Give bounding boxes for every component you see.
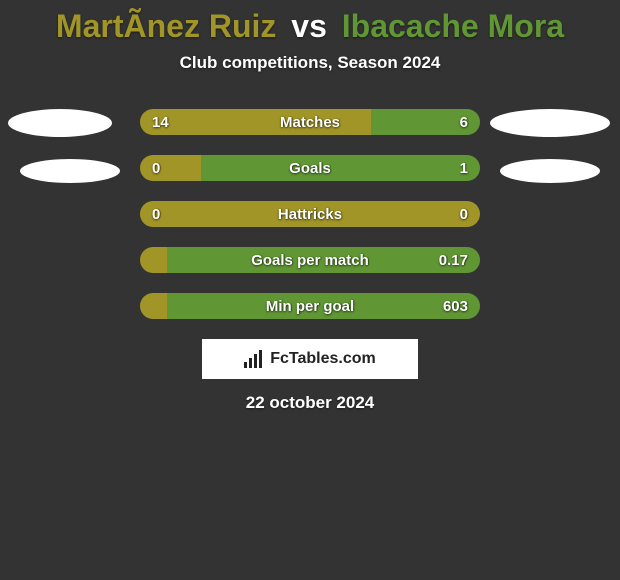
comparison-stage: 146Matches 01Goals 00Hattricks 0.17Goals pe…: [0, 109, 620, 413]
date-text: 22 october 2024: [0, 393, 620, 413]
stat-row: 0.17Goals per match: [140, 247, 480, 273]
stat-row: 00Hattricks: [140, 201, 480, 227]
badge-ellipse-top-left: [8, 109, 112, 137]
watermark-text: FcTables.com: [270, 350, 376, 368]
stat-rows: 146Matches 01Goals 00Hattricks 0.17Goals pe…: [140, 109, 480, 319]
badge-ellipse-bottom-left: [20, 159, 120, 183]
watermark: FcTables.com: [202, 339, 418, 379]
comparison-title: MartÃ­nez Ruiz vs Ibacache Mora: [0, 0, 620, 45]
stat-label: Matches: [140, 109, 480, 135]
bars-icon: [244, 350, 264, 368]
badge-ellipse-bottom-right: [500, 159, 600, 183]
stat-label: Goals per match: [140, 247, 480, 273]
stat-row: 146Matches: [140, 109, 480, 135]
subtitle: Club competitions, Season 2024: [0, 53, 620, 73]
badge-ellipse-top-right: [490, 109, 610, 137]
vs-text: vs: [291, 8, 327, 44]
player-right-name: Ibacache Mora: [342, 8, 564, 44]
stat-label: Hattricks: [140, 201, 480, 227]
stat-label: Min per goal: [140, 293, 480, 319]
stat-row: 603Min per goal: [140, 293, 480, 319]
stat-row: 01Goals: [140, 155, 480, 181]
player-left-name: MartÃ­nez Ruiz: [56, 8, 276, 44]
stat-label: Goals: [140, 155, 480, 181]
